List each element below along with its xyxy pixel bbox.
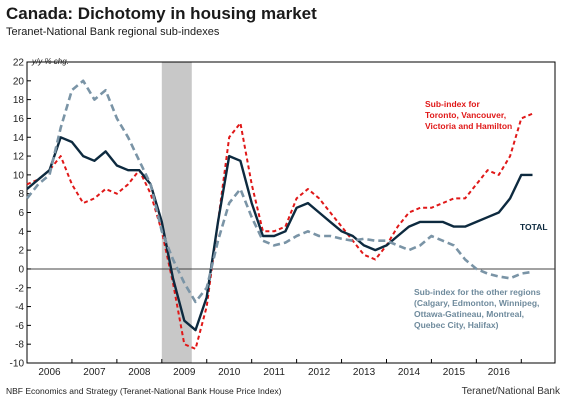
y-tick-label: 8	[18, 189, 24, 200]
x-tick-label: 2008	[128, 367, 151, 378]
annotation-other: (Calgary, Edmonton, Winnipeg,	[414, 298, 539, 308]
x-tick-label: 2011	[263, 367, 285, 378]
y-tick-label: 14	[13, 133, 25, 144]
y-tick-label: 16	[13, 114, 25, 125]
series-line-other	[25, 79, 533, 304]
y-tick-label: -4	[15, 302, 24, 313]
annotation-other: Quebec City, Halifax)	[414, 320, 499, 330]
annotation-other: Ottawa-Gatineau, Montreal,	[414, 309, 524, 319]
annotation-toronto: Sub-index for	[425, 99, 480, 109]
series-line-toronto	[26, 112, 533, 350]
y-tick-label: -10	[10, 359, 25, 370]
source-note: NBF Economics and Strategy (Teranet-Nati…	[6, 386, 282, 396]
y-tick-label: -6	[15, 321, 24, 332]
chart-title: Canada: Dichotomy in housing market	[6, 4, 317, 23]
annotation-toronto: Victoria and Hamilton	[425, 121, 512, 131]
x-tick-label: 2010	[218, 367, 241, 378]
y-tick-label: 4	[18, 227, 24, 238]
series-line-total	[26, 136, 533, 332]
x-tick-label: 2014	[398, 367, 421, 378]
y-tick-label: 18	[13, 95, 25, 106]
recession-shading	[161, 62, 192, 363]
y-tick-label: 0	[18, 264, 24, 275]
x-tick-label: 2007	[83, 367, 106, 378]
x-tick-label: 2016	[488, 367, 511, 378]
series-lines	[25, 79, 533, 350]
annotation-other: Sub-index for the other regions	[414, 287, 541, 297]
x-tick-label: 2013	[353, 367, 376, 378]
y-axis-label: y/y % chg.	[31, 57, 69, 66]
annotation-toronto: Toronto, Vancouver,	[425, 110, 506, 120]
y-tick-label: 6	[18, 208, 24, 219]
y-tick-label: 10	[13, 170, 25, 181]
y-tick-label: -8	[15, 340, 24, 351]
y-tick-label: 20	[13, 76, 25, 87]
y-tick-label: 12	[13, 152, 25, 163]
x-axis: 2006 2007 2008 2009 2010 2011 2012 2013 2014 2015…	[38, 359, 522, 378]
x-tick-label: 2012	[308, 367, 331, 378]
image-credit: Teranet/National Bank	[461, 386, 560, 397]
x-tick-label: 2015	[443, 367, 466, 378]
y-tick-label: -2	[15, 283, 24, 294]
x-tick-label: 2009	[173, 367, 196, 378]
chart-subtitle: Teranet-National Bank regional sub-index…	[6, 26, 220, 38]
x-tick-label: 2006	[38, 367, 61, 378]
y-tick-label: 22	[13, 58, 25, 69]
y-tick-label: 2	[18, 246, 24, 257]
annotation-total: TOTAL	[520, 222, 548, 232]
recession-band	[161, 62, 192, 363]
